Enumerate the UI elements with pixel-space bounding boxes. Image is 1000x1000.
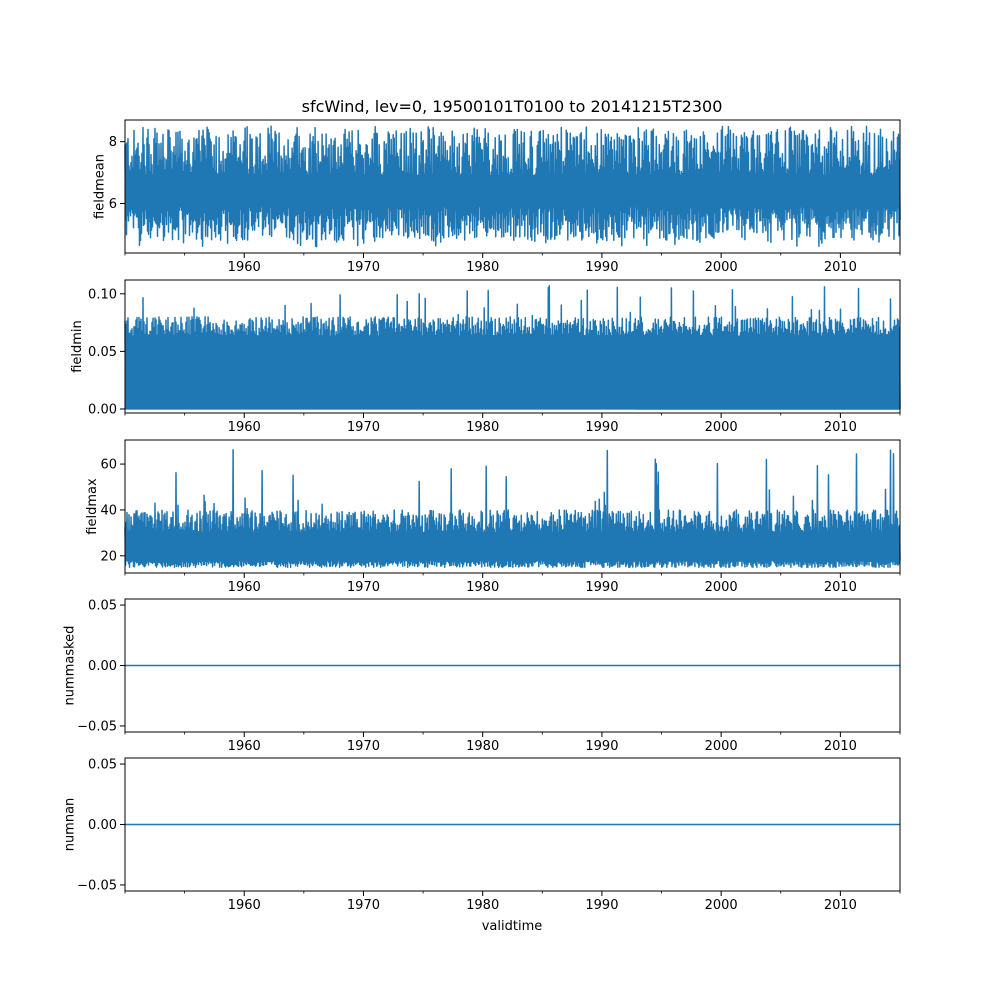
x-tick-label-fieldmin: 1990	[585, 420, 618, 435]
x-tick-label-fieldmean: 1960	[228, 260, 261, 275]
y-axis-label-numnan: numnan	[63, 798, 78, 852]
x-tick-label-fieldmin: 2000	[705, 420, 738, 435]
x-tick-label-nummasked: 1990	[585, 739, 618, 754]
y-axis-label-nummasked: nummasked	[63, 626, 78, 706]
x-tick-label-fieldmin: 1970	[347, 420, 380, 435]
x-tick-label-fieldmean: 2010	[824, 260, 857, 275]
x-tick-label-fieldmin: 2010	[824, 420, 857, 435]
x-tick-label-fieldmax: 1980	[466, 580, 499, 595]
y-tick-label-numnan: 0.05	[88, 758, 117, 773]
x-tick-label-fieldmax: 1990	[585, 580, 618, 595]
panel-fieldmin: 1960 1970 1980 1990 2000 2010 0.00 0.05 0.10 fiel…	[70, 279, 901, 435]
x-tick-label-numnan: 1960	[228, 898, 261, 913]
x-tick-label-numnan: 2010	[824, 898, 857, 913]
x-tick-label-numnan: 1970	[347, 898, 380, 913]
panel-numnan: 1960 1970 1980 1990 2000 2010 −0.05 0.00 0.05 num…	[63, 757, 901, 913]
x-tick-label-fieldmean: 1980	[466, 260, 499, 275]
y-tick-label-fieldmean: 8	[109, 135, 117, 150]
axes-frame-fieldmax	[124, 439, 901, 574]
x-tick-label-fieldmin: 1960	[228, 420, 261, 435]
y-tick-label-numnan: 0.00	[88, 818, 117, 833]
y-tick-label-fieldmean: 6	[109, 197, 117, 212]
x-tick-label-fieldmax: 2000	[705, 580, 738, 595]
x-tick-label-fieldmax: 2010	[824, 580, 857, 595]
series-line-fieldmin	[124, 285, 901, 410]
x-tick-label-fieldmax: 1970	[347, 580, 380, 595]
y-tick-label-nummasked: 0.00	[88, 659, 117, 674]
axes-frame-fieldmin	[124, 279, 901, 414]
x-tick-label-numnan: 2000	[705, 898, 738, 913]
x-tick-label-numnan: 1990	[585, 898, 618, 913]
x-tick-label-fieldmax: 1960	[228, 580, 261, 595]
y-tick-label-numnan: −0.05	[77, 878, 117, 893]
x-tick-label-nummasked: 1970	[347, 739, 380, 754]
x-tick-label-nummasked: 1960	[228, 739, 261, 754]
x-axis-label: validtime	[482, 919, 543, 934]
y-tick-label-fieldmax: 40	[100, 503, 117, 518]
x-tick-label-fieldmin: 1980	[466, 420, 499, 435]
axes-frame-fieldmean	[124, 119, 901, 254]
x-tick-label-fieldmean: 2000	[705, 260, 738, 275]
x-tick-label-fieldmean: 1970	[347, 260, 380, 275]
y-tick-label-nummasked: 0.05	[88, 599, 117, 614]
y-tick-label-fieldmin: 0.10	[88, 287, 117, 302]
x-tick-label-nummasked: 2000	[705, 739, 738, 754]
chart-title: sfcWind, lev=0, 19500101T0100 to 2014121…	[302, 97, 723, 116]
series-line-fieldmean	[124, 125, 901, 248]
y-tick-label-fieldmin: 0.05	[88, 345, 117, 360]
series-line-fieldmax	[124, 448, 901, 569]
y-axis-label-fieldmean: fieldmean	[93, 154, 108, 219]
y-tick-label-nummasked: −0.05	[77, 719, 117, 734]
y-tick-label-fieldmax: 20	[100, 549, 117, 564]
x-tick-label-fieldmean: 1990	[585, 260, 618, 275]
y-axis-label-fieldmax: fieldmax	[85, 478, 100, 535]
y-axis-label-fieldmin: fieldmin	[70, 320, 85, 373]
x-tick-label-nummasked: 2010	[824, 739, 857, 754]
panel-nummasked: 1960 1970 1980 1990 2000 2010 −0.05 0.00 0.05 num…	[63, 598, 901, 754]
y-tick-label-fieldmin: 0.00	[88, 402, 117, 417]
y-tick-label-fieldmax: 60	[100, 458, 117, 473]
x-tick-label-nummasked: 1980	[466, 739, 499, 754]
x-tick-label-numnan: 1980	[466, 898, 499, 913]
